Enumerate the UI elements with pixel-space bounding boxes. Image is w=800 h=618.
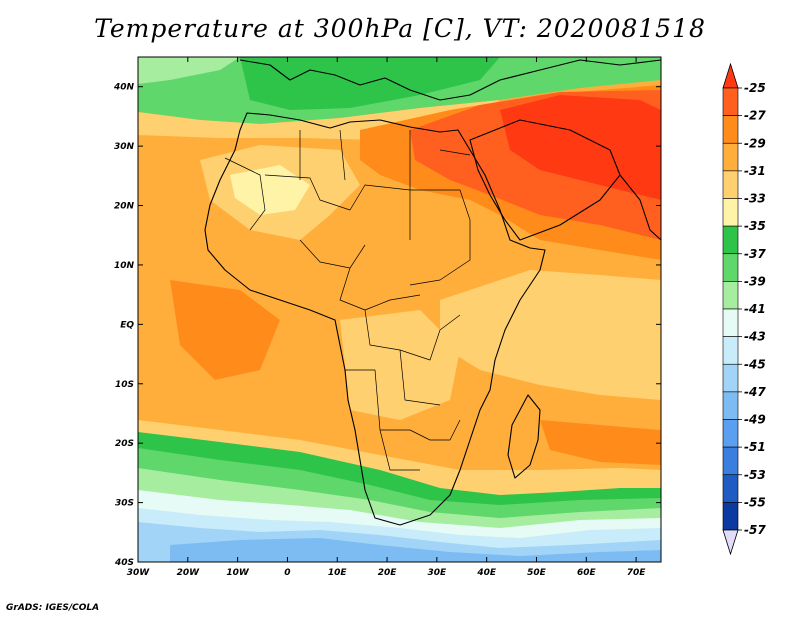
africa-coastline	[204, 112, 546, 526]
colorbar-bottom-arrow	[722, 529, 739, 556]
lon-tick-label: 40E	[476, 568, 497, 578]
india-coastline	[619, 174, 661, 241]
contour-north-darkgreen	[240, 57, 500, 110]
lat-tick-label: 40N	[113, 83, 135, 93]
lon-tick-label: 10W	[226, 568, 250, 578]
colorbar-label: -53	[744, 468, 766, 482]
colorbar-bin	[722, 198, 739, 227]
colorbar-label: -47	[744, 385, 766, 399]
lon-tick-label: 30W	[127, 568, 151, 578]
colorbar-label: -39	[744, 274, 766, 288]
colorbar-label: -31	[744, 164, 766, 178]
lon-tick-label: 20W	[177, 568, 201, 578]
colorbar-label: -43	[744, 330, 766, 344]
madagascar-coastline	[507, 394, 541, 479]
colorbar-bin	[722, 502, 739, 531]
colorbar-label: -41	[744, 302, 766, 316]
colorbar-bin	[722, 391, 739, 420]
colorbar-bin	[722, 225, 739, 255]
grads-credit: GrADS: IGES/COLA	[6, 603, 100, 613]
colorbar: -25 -27 -29 -31 -33 -35 -37 -39 -41 -43 -45 -47 -49 -…	[722, 62, 766, 556]
colorbar-top-arrow	[722, 62, 739, 89]
lat-tick-label: EQ	[120, 320, 134, 330]
colorbar-bin	[722, 336, 739, 365]
lon-tick-label: 0	[284, 568, 290, 578]
lat-tick-label: 20S	[115, 439, 134, 449]
lon-tick-label: 70E	[627, 568, 647, 578]
colorbar-bin	[722, 281, 739, 310]
country-borders	[224, 129, 471, 471]
contour-south-midblue	[170, 538, 661, 562]
colorbar-label: -45	[744, 357, 766, 371]
colorbar-label: -33	[744, 192, 766, 206]
contour-atlantic-orange	[170, 280, 280, 380]
plot-frame	[137, 56, 662, 563]
lat-tick-label: 10S	[115, 380, 134, 390]
colorbar-bin	[722, 474, 739, 503]
colorbar-bin	[722, 308, 739, 337]
colorbar-label: -29	[744, 136, 766, 150]
colorbar-label: -27	[744, 109, 766, 123]
lat-tick-label: 30S	[115, 499, 134, 509]
europe-coastline	[239, 59, 661, 101]
colorbar-bin	[722, 363, 739, 393]
lat-tick-label: 30N	[114, 142, 135, 152]
colorbar-label: -25	[744, 81, 766, 95]
colorbar-label: -51	[744, 440, 766, 454]
lat-tick-label: 40S	[114, 558, 134, 568]
contour-central-pale	[340, 310, 460, 420]
contour-hot-red	[500, 95, 661, 200]
lon-tick-label: 60E	[577, 568, 597, 578]
contour-east-pale	[440, 270, 661, 400]
lat-tick-label: 20N	[114, 202, 135, 212]
contour-sahara-palest	[230, 165, 310, 215]
colorbar-bin	[722, 87, 739, 116]
arabia-coastline	[469, 119, 621, 241]
colorbar-bin	[722, 142, 739, 172]
colorbar-bin	[722, 446, 739, 476]
contour-north-lightgreen	[138, 57, 240, 84]
colorbar-bin	[722, 170, 739, 199]
lon-tick-label: 10E	[328, 568, 348, 578]
lon-tick-label: 20E	[378, 568, 398, 578]
colorbar-bin	[722, 115, 739, 144]
colorbar-label: -49	[744, 413, 766, 427]
lon-tick-label: 50E	[527, 568, 547, 578]
colorbar-label: -35	[744, 219, 766, 233]
colorbar-bin	[722, 253, 739, 282]
map-title: Temperature at 300hPa [C], VT: 202008151…	[94, 14, 706, 43]
lat-tick-label: 10N	[114, 261, 135, 271]
lon-tick-label: 30E	[428, 568, 448, 578]
temperature-field	[138, 57, 661, 562]
coastlines	[204, 59, 661, 526]
colorbar-bin	[722, 419, 739, 448]
colorbar-label: -57	[744, 523, 766, 537]
colorbar-label: -55	[744, 495, 766, 509]
colorbar-label: -37	[744, 247, 766, 261]
contour-southeast-orange	[540, 420, 661, 465]
